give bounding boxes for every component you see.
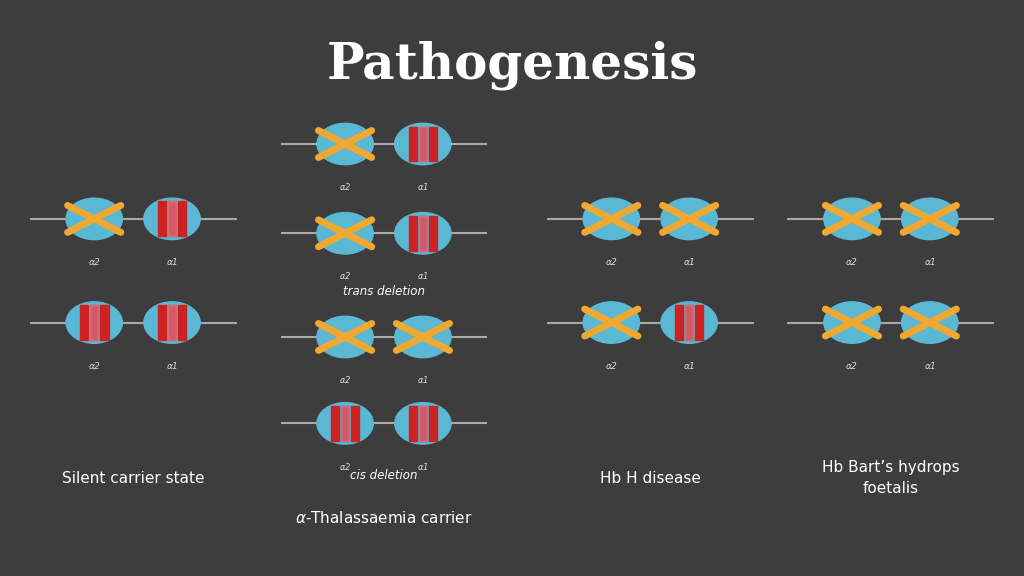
Bar <box>419 216 427 251</box>
Text: $\alpha$-Thalassaemia carrier: $\alpha$-Thalassaemia carrier <box>295 510 473 526</box>
Text: $\alpha$1: $\alpha$1 <box>166 256 178 267</box>
Text: $\alpha$1: $\alpha$1 <box>417 271 429 282</box>
Bar <box>90 305 98 340</box>
Text: Hb H disease: Hb H disease <box>600 471 700 486</box>
Ellipse shape <box>394 316 451 358</box>
Text: Silent carrier state: Silent carrier state <box>61 471 205 486</box>
Bar <box>419 127 427 161</box>
Bar <box>675 305 683 340</box>
Bar <box>168 202 176 236</box>
Bar <box>695 305 703 340</box>
Bar <box>429 406 437 441</box>
Bar <box>409 216 417 251</box>
Bar <box>341 406 349 441</box>
Ellipse shape <box>394 213 451 254</box>
Text: $\alpha$1: $\alpha$1 <box>683 256 695 267</box>
Text: $\alpha$1: $\alpha$1 <box>417 461 429 472</box>
Bar <box>158 202 166 236</box>
Text: Pathogenesis: Pathogenesis <box>327 40 697 90</box>
Text: $\alpha$2: $\alpha$2 <box>339 271 351 282</box>
Ellipse shape <box>823 198 880 240</box>
Text: $\alpha$1: $\alpha$1 <box>683 360 695 371</box>
Ellipse shape <box>143 302 201 343</box>
Text: $\alpha$1: $\alpha$1 <box>417 374 429 385</box>
Bar <box>178 202 186 236</box>
Bar <box>158 305 166 340</box>
Text: $\alpha$2: $\alpha$2 <box>88 256 100 267</box>
Bar <box>429 127 437 161</box>
Text: $\alpha$2: $\alpha$2 <box>846 360 858 371</box>
Text: $\alpha$2: $\alpha$2 <box>339 181 351 192</box>
Text: $\alpha$2: $\alpha$2 <box>88 360 100 371</box>
Ellipse shape <box>394 123 451 165</box>
Bar <box>351 406 359 441</box>
Ellipse shape <box>66 198 123 240</box>
Bar <box>168 305 176 340</box>
Ellipse shape <box>143 198 201 240</box>
Text: $\alpha$2: $\alpha$2 <box>605 256 617 267</box>
Bar <box>429 216 437 251</box>
Text: trans deletion: trans deletion <box>343 285 425 298</box>
Bar <box>419 406 427 441</box>
Ellipse shape <box>66 302 123 343</box>
Text: $\alpha$1: $\alpha$1 <box>166 360 178 371</box>
Bar <box>685 305 693 340</box>
Bar <box>90 305 98 340</box>
Text: $\alpha$1: $\alpha$1 <box>417 181 429 192</box>
Bar <box>341 406 349 441</box>
Ellipse shape <box>662 302 717 343</box>
Ellipse shape <box>394 403 451 444</box>
Bar <box>168 202 176 236</box>
Ellipse shape <box>823 302 880 343</box>
Bar <box>419 127 427 161</box>
Text: $\alpha$2: $\alpha$2 <box>605 360 617 371</box>
Bar <box>80 305 88 340</box>
Bar <box>331 406 339 441</box>
Ellipse shape <box>584 198 639 240</box>
Bar <box>178 305 186 340</box>
Bar <box>168 305 176 340</box>
Text: $\alpha$1: $\alpha$1 <box>924 360 936 371</box>
Bar <box>409 406 417 441</box>
Text: $\alpha$2: $\alpha$2 <box>339 374 351 385</box>
Ellipse shape <box>584 302 639 343</box>
Ellipse shape <box>662 198 717 240</box>
Text: $\alpha$2: $\alpha$2 <box>846 256 858 267</box>
Text: $\alpha$2: $\alpha$2 <box>339 461 351 472</box>
Ellipse shape <box>317 123 374 165</box>
Text: $\alpha$1: $\alpha$1 <box>924 256 936 267</box>
Bar <box>419 406 427 441</box>
Bar <box>100 305 109 340</box>
Ellipse shape <box>902 302 958 343</box>
Ellipse shape <box>902 198 958 240</box>
Bar <box>685 305 693 340</box>
Text: Hb Bart’s hydrops
foetalis: Hb Bart’s hydrops foetalis <box>822 460 959 496</box>
Ellipse shape <box>317 213 374 254</box>
Bar <box>419 216 427 251</box>
Bar <box>409 127 417 161</box>
Ellipse shape <box>317 316 374 358</box>
Ellipse shape <box>317 403 374 444</box>
Text: cis deletion: cis deletion <box>350 469 418 483</box>
